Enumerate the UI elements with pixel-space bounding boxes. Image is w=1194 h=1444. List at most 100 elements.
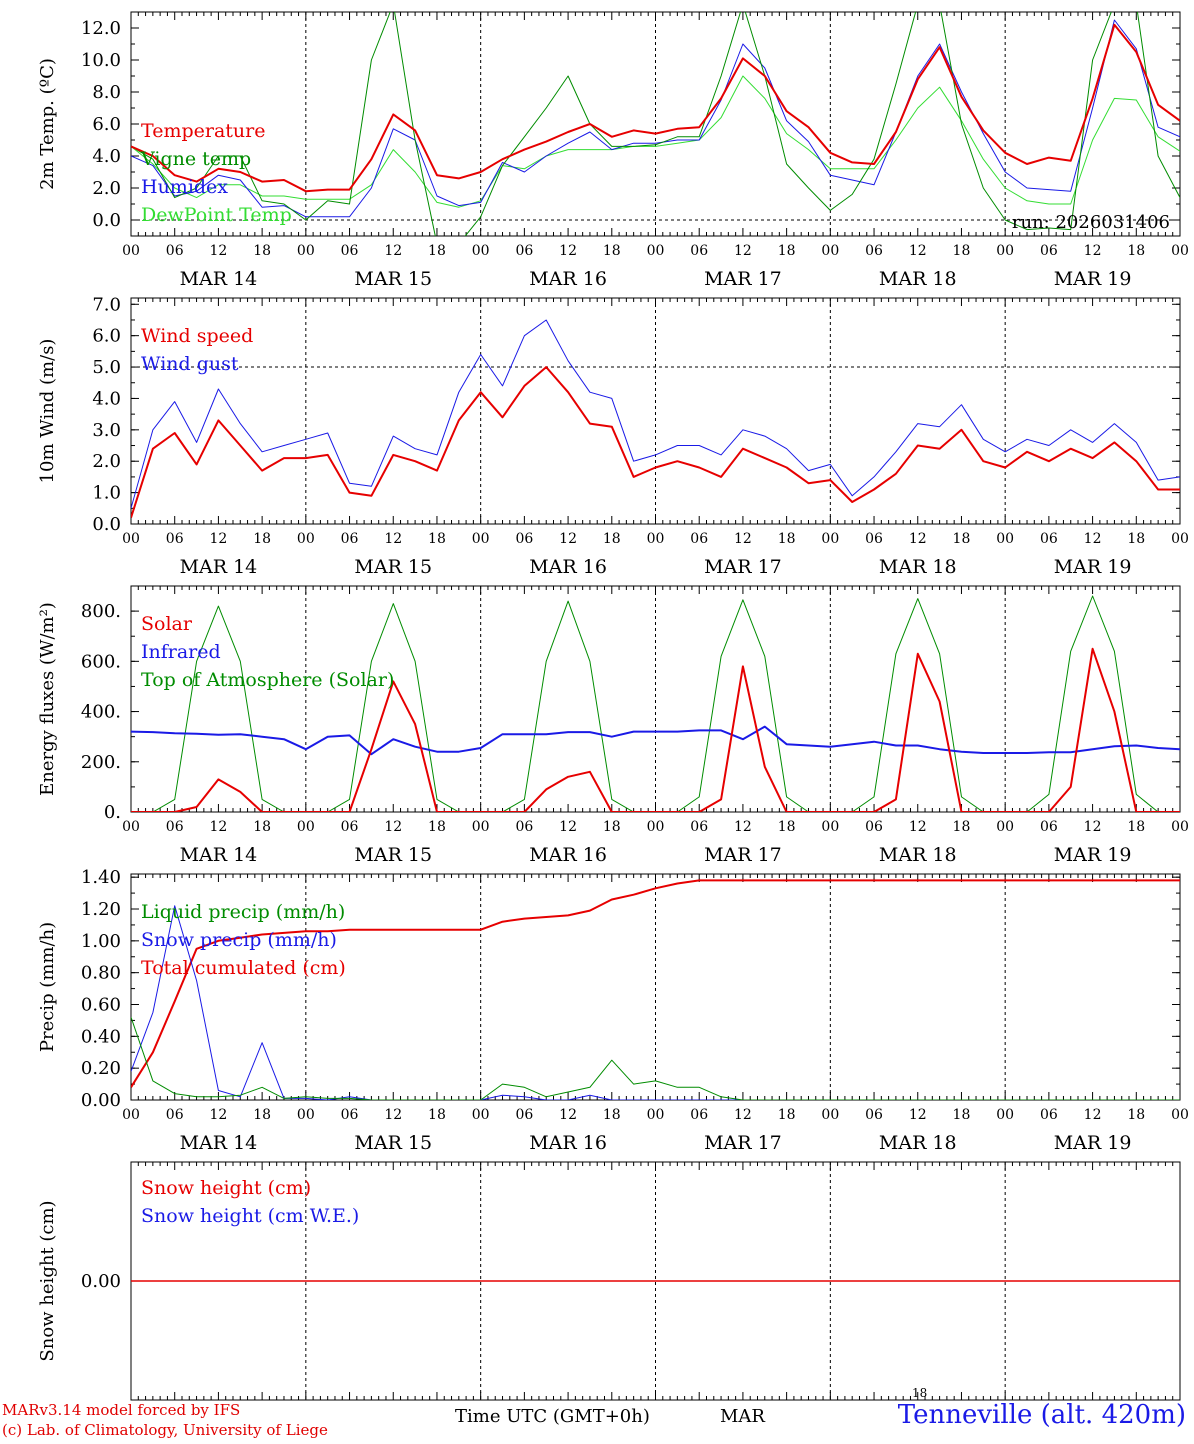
y-tick-label: 12.0 <box>81 18 121 39</box>
x-hour-label: 06 <box>515 819 533 835</box>
y-tick-label: 5.0 <box>92 357 121 378</box>
x-hour-label: 00 <box>647 243 665 259</box>
x-hour-label: 18 <box>778 1107 796 1123</box>
legend-entry: Humidex <box>141 176 228 198</box>
model-credit: MARv3.14 model forced by IFS (c) Lab. of… <box>2 1400 328 1440</box>
x-hour-label: 00 <box>821 819 839 835</box>
legend-entry: Solar <box>141 613 193 635</box>
x-hour-label: 06 <box>865 243 883 259</box>
x-hour-label: 18 <box>1127 531 1145 547</box>
y-tick-label: 1.00 <box>81 931 121 952</box>
x-hour-label: 00 <box>647 819 665 835</box>
x-hour-label: 00 <box>472 1107 490 1123</box>
y-tick-label: 0. <box>104 802 121 823</box>
y-tick-label: 2.0 <box>92 178 121 199</box>
legend-entry: Snow height (cm W.E.) <box>141 1205 359 1227</box>
x-hour-label: 00 <box>472 819 490 835</box>
x-hour-label: 18 <box>778 531 796 547</box>
x-hour-label: 12 <box>210 819 228 835</box>
x-hour-label: 18 <box>428 243 446 259</box>
x-hour-label: 00 <box>122 531 140 547</box>
legend-entry: Top of Atmosphere (Solar) <box>141 669 394 691</box>
legend-entry: Snow precip (mm/h) <box>141 929 337 951</box>
x-hour-label: 06 <box>515 243 533 259</box>
x-day-label: MAR 19 <box>1054 556 1132 578</box>
x-hour-label: 12 <box>909 243 927 259</box>
series-line <box>131 1017 1180 1100</box>
x-hour-label: 12 <box>210 243 228 259</box>
x-hour-label: 00 <box>996 1107 1014 1123</box>
x-hour-label: 00 <box>122 243 140 259</box>
x-hour-label: 12 <box>384 531 402 547</box>
x-day-label: MAR 14 <box>180 844 258 866</box>
x-hour-label: 18 <box>253 819 271 835</box>
x-day-label: MAR 15 <box>354 556 432 578</box>
y-tick-label: 0.00 <box>81 1090 121 1111</box>
x-hour-label: 12 <box>384 819 402 835</box>
x-hour-label: 18 <box>1127 819 1145 835</box>
x-day-label: MAR 15 <box>354 844 432 866</box>
x-hour-label: 00 <box>472 243 490 259</box>
x-hour-label: 18 <box>953 819 971 835</box>
x-hour-label: 06 <box>341 531 359 547</box>
x-hour-label: 18 <box>603 1107 621 1123</box>
x-day-label: MAR 15 <box>354 1132 432 1154</box>
x-hour-label: 18 <box>953 243 971 259</box>
x-day-label: MAR 17 <box>704 844 782 866</box>
y-tick-label: 600. <box>81 651 121 672</box>
y-axis-label: Snow height (cm) <box>37 1200 58 1361</box>
x-hour-label: 12 <box>734 531 752 547</box>
legend-entry: Snow height (cm) <box>141 1177 311 1199</box>
legend-entry: Total cumulated (cm) <box>141 957 346 979</box>
legend-entry: Wind speed <box>141 325 253 347</box>
x-hour-label: 00 <box>996 819 1014 835</box>
x-day-label: MAR 19 <box>1054 1132 1132 1154</box>
x-day-label: MAR 15 <box>354 268 432 290</box>
x-hour-label: 00 <box>996 531 1014 547</box>
x-hour-label: 12 <box>559 243 577 259</box>
x-hour-label: 00 <box>996 243 1014 259</box>
x-hour-label: 18 <box>603 819 621 835</box>
x-hour-label: 06 <box>341 819 359 835</box>
y-tick-label: 0.20 <box>81 1058 121 1079</box>
x-hour-label: 12 <box>384 1107 402 1123</box>
x-hour-label: 00 <box>1171 819 1189 835</box>
x-hour-label: 06 <box>1040 531 1058 547</box>
x-hour-label: 12 <box>559 819 577 835</box>
y-axis-label: Energy fluxes (W/m²) <box>37 602 58 796</box>
x-hour-label: 18 <box>253 243 271 259</box>
legend-entry: Temperature <box>141 120 265 142</box>
x-hour-label: 00 <box>1171 1107 1189 1123</box>
panel-frame <box>131 12 1180 236</box>
y-tick-label: 0.40 <box>81 1026 121 1047</box>
x-hour-label: 12 <box>734 1107 752 1123</box>
x-hour-label: 12 <box>1084 1107 1102 1123</box>
x-hour-label: 06 <box>166 819 184 835</box>
x-hour-label: 00 <box>297 531 315 547</box>
x-day-label: MAR 16 <box>529 556 607 578</box>
y-tick-label: 0.00 <box>81 1271 121 1292</box>
x-hour-label: 18 <box>253 531 271 547</box>
x-hour-label: 06 <box>166 1107 184 1123</box>
x-hour-label: 06 <box>341 1107 359 1123</box>
x-hour-label: 12 <box>1084 243 1102 259</box>
time-axis-label: Time UTC (GMT+0h) <box>455 1406 650 1427</box>
y-tick-label: 800. <box>81 601 121 622</box>
y-tick-label: 3.0 <box>92 420 121 441</box>
x-hour-label: 00 <box>647 531 665 547</box>
y-tick-label: 0.0 <box>92 514 121 535</box>
x-day-label: MAR 18 <box>879 556 957 578</box>
x-hour-label: 12 <box>559 1107 577 1123</box>
x-hour-label: 18 <box>778 243 796 259</box>
x-hour-label: 00 <box>1171 531 1189 547</box>
x-hour-label: 12 <box>384 243 402 259</box>
x-day-label: MAR 19 <box>1054 268 1132 290</box>
x-day-label: MAR 19 <box>1054 844 1132 866</box>
x-hour-label: 06 <box>865 1107 883 1123</box>
x-hour-label: 18 <box>1127 243 1145 259</box>
x-day-label: MAR 17 <box>704 556 782 578</box>
x-hour-label: 12 <box>909 1107 927 1123</box>
x-day-label: MAR 18 <box>879 268 957 290</box>
x-hour-label: 06 <box>865 531 883 547</box>
y-tick-label: 6.0 <box>92 114 121 135</box>
